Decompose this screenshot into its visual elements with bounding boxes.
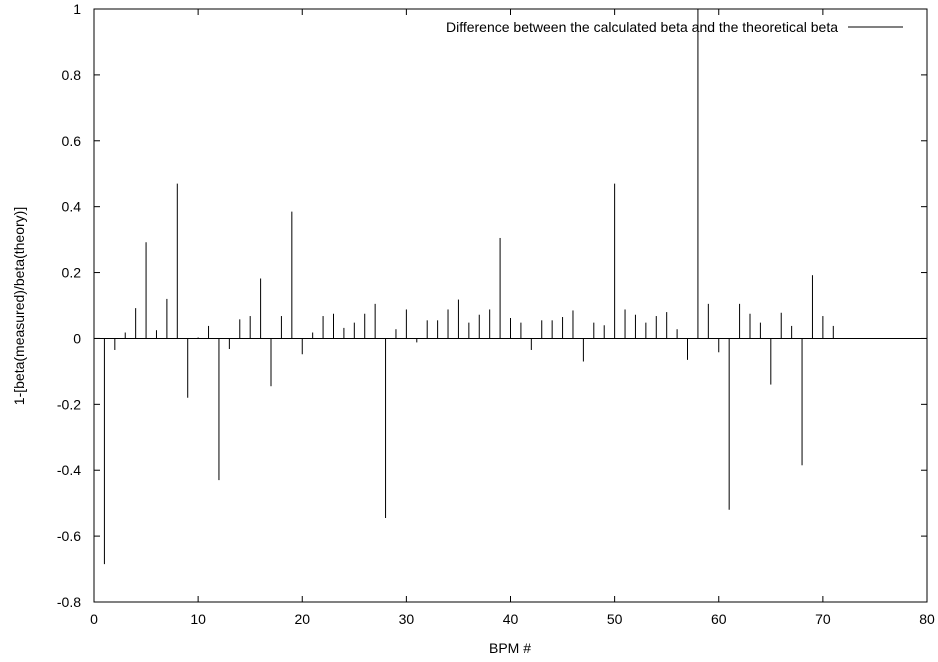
impulse-series: [103, 9, 834, 565]
x-axis-ticks: 0 10 20 30 40 50 60 70 80: [90, 9, 935, 627]
y-tick-label: -0.4: [57, 462, 81, 478]
y-axis-ticks: -0.8 -0.6 -0.4 -0.2 0 0.2 0.4 0.6 0.8 1: [57, 1, 927, 610]
y-tick-label: 0.8: [62, 67, 82, 83]
x-tick-label: 30: [399, 611, 415, 627]
x-tick-label: 70: [815, 611, 831, 627]
y-tick-label: 1: [73, 1, 81, 17]
y-tick-label: 0.2: [62, 265, 82, 281]
legend: Difference between the calculated beta a…: [446, 19, 903, 35]
legend-label: Difference between the calculated beta a…: [446, 19, 838, 35]
y-tick-label: 0.6: [62, 133, 82, 149]
x-tick-label: 0: [90, 611, 98, 627]
x-tick-label: 50: [607, 611, 623, 627]
x-tick-label: 60: [711, 611, 727, 627]
y-axis-title: 1-[beta(measured)/beta(theory)]: [11, 207, 27, 405]
x-axis-title: BPM #: [489, 640, 531, 656]
y-tick-label: 0.4: [62, 199, 82, 215]
y-tick-label: -0.8: [57, 594, 81, 610]
x-tick-label: 40: [503, 611, 519, 627]
y-tick-label: 0: [73, 330, 81, 346]
y-tick-label: -0.2: [57, 396, 81, 412]
y-tick-label: -0.6: [57, 528, 81, 544]
x-tick-label: 10: [190, 611, 206, 627]
x-tick-label: 20: [294, 611, 310, 627]
x-tick-label: 80: [919, 611, 935, 627]
plot-frame: [93, 8, 928, 603]
